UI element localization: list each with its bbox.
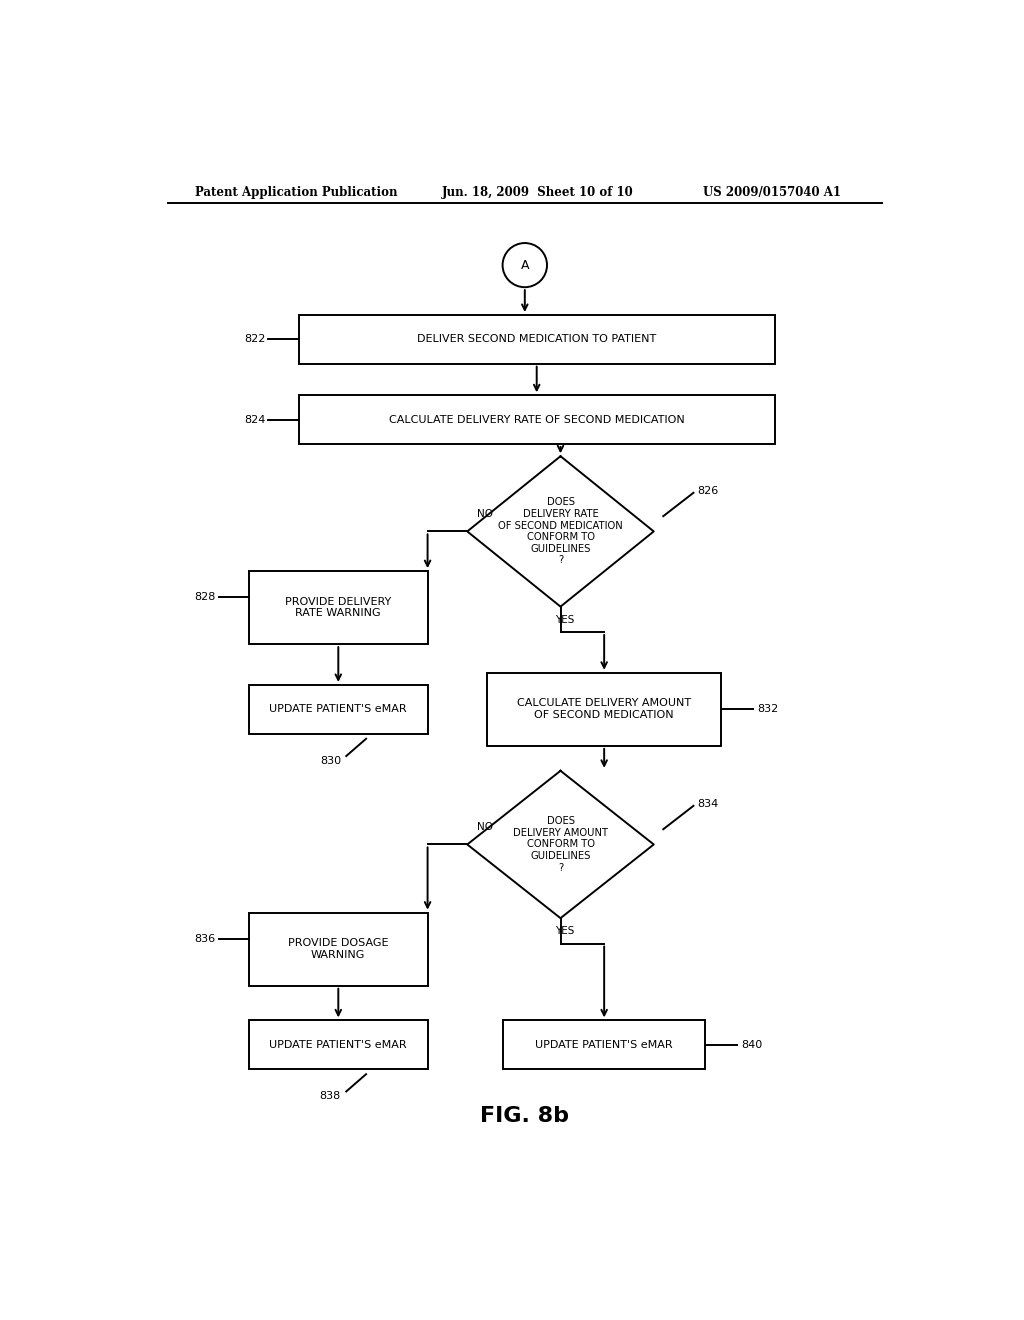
Polygon shape: [467, 771, 653, 919]
Text: DOES
DELIVERY RATE
OF SECOND MEDICATION
CONFORM TO
GUIDELINES
?: DOES DELIVERY RATE OF SECOND MEDICATION …: [498, 498, 623, 565]
Text: DOES
DELIVERY AMOUNT
CONFORM TO
GUIDELINES
?: DOES DELIVERY AMOUNT CONFORM TO GUIDELIN…: [513, 816, 608, 873]
Text: 836: 836: [195, 935, 216, 944]
Text: A: A: [520, 259, 529, 272]
Text: PROVIDE DOSAGE
WARNING: PROVIDE DOSAGE WARNING: [288, 939, 388, 960]
Text: 834: 834: [697, 799, 719, 809]
Text: FIG. 8b: FIG. 8b: [480, 1106, 569, 1126]
Text: PROVIDE DELIVERY
RATE WARNING: PROVIDE DELIVERY RATE WARNING: [285, 597, 391, 619]
Polygon shape: [467, 457, 653, 607]
Text: 824: 824: [244, 414, 265, 425]
Text: 832: 832: [757, 705, 778, 714]
FancyBboxPatch shape: [249, 912, 428, 986]
Text: 830: 830: [319, 756, 341, 766]
Text: US 2009/0157040 A1: US 2009/0157040 A1: [703, 186, 842, 199]
Text: NO: NO: [477, 510, 493, 519]
Text: Jun. 18, 2009  Sheet 10 of 10: Jun. 18, 2009 Sheet 10 of 10: [441, 186, 633, 199]
Text: 828: 828: [195, 593, 216, 602]
Text: CALCULATE DELIVERY RATE OF SECOND MEDICATION: CALCULATE DELIVERY RATE OF SECOND MEDICA…: [389, 414, 685, 425]
Text: Patent Application Publication: Patent Application Publication: [196, 186, 398, 199]
Text: YES: YES: [555, 927, 574, 936]
Text: 838: 838: [319, 1092, 341, 1101]
Text: UPDATE PATIENT'S eMAR: UPDATE PATIENT'S eMAR: [536, 1040, 673, 1049]
Text: 826: 826: [697, 486, 719, 496]
Text: DELIVER SECOND MEDICATION TO PATIENT: DELIVER SECOND MEDICATION TO PATIENT: [417, 334, 656, 345]
FancyBboxPatch shape: [249, 572, 428, 644]
FancyBboxPatch shape: [299, 395, 775, 444]
FancyBboxPatch shape: [249, 685, 428, 734]
Text: UPDATE PATIENT'S eMAR: UPDATE PATIENT'S eMAR: [269, 705, 408, 714]
Text: 840: 840: [741, 1040, 762, 1049]
Text: CALCULATE DELIVERY AMOUNT
OF SECOND MEDICATION: CALCULATE DELIVERY AMOUNT OF SECOND MEDI…: [517, 698, 691, 721]
FancyBboxPatch shape: [487, 673, 721, 746]
FancyBboxPatch shape: [299, 315, 775, 364]
FancyBboxPatch shape: [249, 1020, 428, 1069]
Text: YES: YES: [555, 615, 574, 624]
Text: UPDATE PATIENT'S eMAR: UPDATE PATIENT'S eMAR: [269, 1040, 408, 1049]
FancyBboxPatch shape: [503, 1020, 706, 1069]
Text: 822: 822: [244, 334, 265, 345]
Ellipse shape: [503, 243, 547, 288]
Text: NO: NO: [477, 822, 493, 833]
